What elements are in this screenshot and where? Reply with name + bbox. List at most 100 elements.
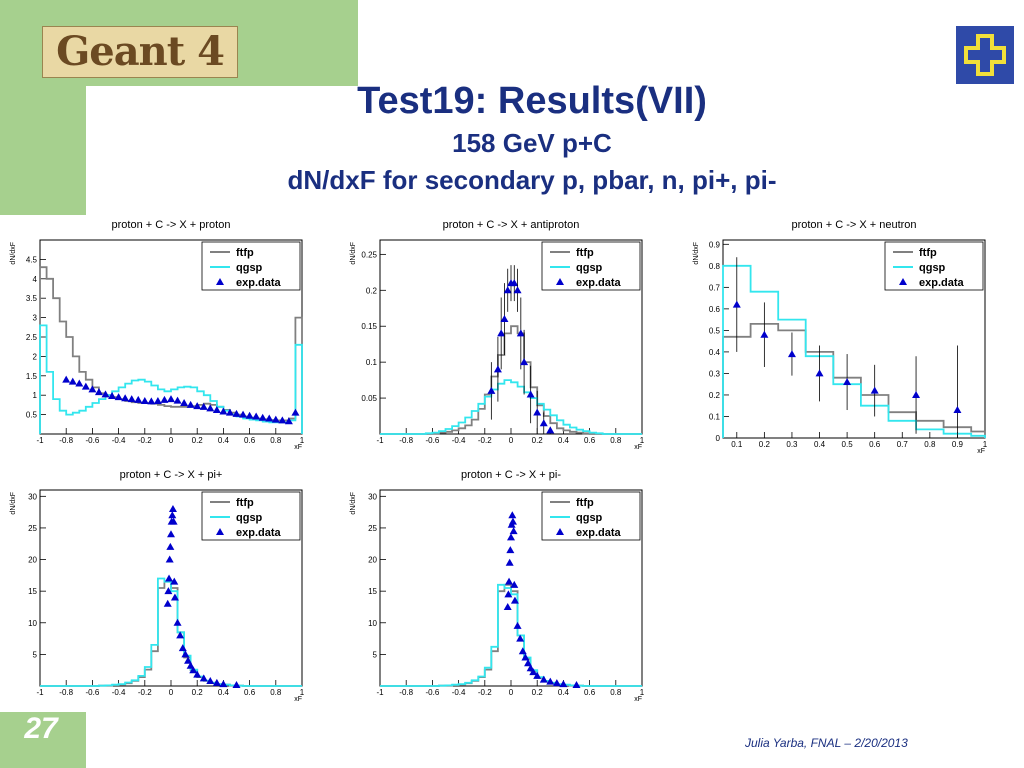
data-point bbox=[524, 659, 533, 667]
y-tick-label: 25 bbox=[28, 524, 37, 533]
data-point bbox=[510, 279, 519, 287]
data-point bbox=[219, 407, 228, 415]
x-tick-label: 0.6 bbox=[869, 440, 881, 449]
legend-label-qgsp: qgsp bbox=[236, 512, 263, 524]
page-number-band bbox=[0, 712, 86, 768]
x-tick-label: -1 bbox=[376, 688, 384, 697]
fermilab-logo-graphic bbox=[958, 28, 1012, 82]
data-point bbox=[521, 653, 530, 661]
data-point bbox=[291, 408, 300, 416]
x-tick-label: 0.8 bbox=[270, 436, 282, 445]
legend-label-ftfp: ftfp bbox=[236, 497, 254, 509]
y-tick-label: 3 bbox=[33, 314, 38, 323]
data-point bbox=[787, 350, 796, 358]
y-tick-label: 5 bbox=[33, 650, 38, 659]
y-tick-label: 0.25 bbox=[361, 250, 377, 259]
data-point bbox=[121, 394, 130, 402]
x-tick-label: 1 bbox=[640, 688, 645, 697]
y-tick-label: 0.5 bbox=[26, 411, 38, 420]
y-tick-label: 5 bbox=[373, 650, 378, 659]
data-point bbox=[572, 681, 581, 689]
x-tick-label: 0.2 bbox=[532, 436, 544, 445]
data-point bbox=[163, 599, 172, 607]
data-point bbox=[140, 397, 149, 405]
data-point bbox=[75, 379, 84, 387]
y-axis-label: dN/dxF bbox=[10, 492, 17, 515]
data-point bbox=[225, 408, 234, 416]
y-tick-label: 0.2 bbox=[366, 286, 378, 295]
x-axis-label: xF bbox=[294, 444, 302, 450]
legend-marker-exp.data bbox=[216, 278, 224, 285]
y-tick-label: 0.7 bbox=[709, 283, 721, 292]
data-point bbox=[219, 680, 228, 688]
y-tick-label: 2.5 bbox=[26, 333, 38, 342]
x-tick-label: -0.6 bbox=[86, 436, 100, 445]
x-tick-label: 0.3 bbox=[786, 440, 798, 449]
data-point bbox=[153, 397, 162, 405]
data-point bbox=[505, 558, 514, 566]
footer-author-date: Julia Yarba, FNAL – 2/20/2013 bbox=[745, 736, 908, 750]
data-point bbox=[284, 417, 293, 425]
data-point bbox=[186, 400, 195, 408]
plot-antiproton: proton + C -> X + antiproton -1 -0.8 -0.6 -0… bbox=[350, 219, 645, 450]
page-number: 27 bbox=[24, 712, 58, 745]
data-point bbox=[510, 596, 519, 604]
series-qgsp-line bbox=[40, 577, 302, 687]
y-tick-label: 15 bbox=[28, 587, 37, 596]
data-point bbox=[212, 678, 221, 686]
data-point bbox=[178, 644, 187, 652]
data-point bbox=[503, 602, 512, 610]
x-tick-label: -0.2 bbox=[478, 436, 492, 445]
x-tick-label: 0.7 bbox=[897, 440, 909, 449]
data-point bbox=[505, 577, 514, 585]
data-point bbox=[81, 382, 90, 390]
plot-neutron: proton + C -> X + neutron 0.1 0.2 0.3 0.4 0.5… bbox=[693, 219, 988, 454]
x-tick-label: -0.4 bbox=[112, 688, 126, 697]
chart-title: proton + C -> X + proton bbox=[112, 219, 231, 231]
plot-pi-plus: proton + C -> X + pi+ -1 -0.8 -0.6 -0.4 -0.2 0… bbox=[10, 469, 305, 702]
x-tick-label: 0.2 bbox=[192, 688, 204, 697]
y-tick-label: 0 bbox=[716, 434, 721, 443]
x-tick-label: 0.8 bbox=[270, 688, 282, 697]
data-point bbox=[265, 414, 274, 422]
legend-label-exp.data: exp.data bbox=[236, 277, 282, 289]
data-point bbox=[68, 377, 77, 385]
x-axis-label: xF bbox=[294, 696, 302, 702]
x-tick-label: 0.4 bbox=[558, 688, 570, 697]
data-point bbox=[500, 315, 509, 323]
y-tick-label: 0.05 bbox=[361, 394, 377, 403]
y-tick-label: 0.1 bbox=[366, 358, 378, 367]
legend-label-exp.data: exp.data bbox=[576, 527, 622, 539]
legend-label-ftfp: ftfp bbox=[919, 247, 937, 259]
data-point bbox=[94, 388, 103, 396]
x-tick-label: -1 bbox=[36, 688, 44, 697]
y-tick-label: 0.3 bbox=[709, 369, 721, 378]
data-point bbox=[199, 674, 208, 682]
x-tick-label: -0.2 bbox=[478, 688, 492, 697]
series-qgsp-line bbox=[380, 583, 642, 687]
y-tick-label: 10 bbox=[368, 619, 377, 628]
data-point bbox=[193, 670, 202, 678]
x-tick-label: -1 bbox=[36, 436, 44, 445]
data-point bbox=[559, 680, 568, 688]
x-tick-label: 0.2 bbox=[192, 436, 204, 445]
data-point bbox=[539, 675, 548, 683]
x-tick-label: -0.8 bbox=[59, 436, 73, 445]
y-tick-label: 0.4 bbox=[709, 348, 721, 357]
data-point bbox=[513, 621, 522, 629]
x-tick-label: 0.6 bbox=[584, 436, 596, 445]
geant4-logo: Geant 4 bbox=[42, 26, 238, 78]
x-tick-label: 1 bbox=[983, 440, 988, 449]
y-tick-label: 3.5 bbox=[26, 294, 38, 303]
data-point bbox=[168, 504, 177, 512]
data-point bbox=[912, 390, 921, 398]
x-tick-label: 0.2 bbox=[532, 688, 544, 697]
legend-label-exp.data: exp.data bbox=[576, 277, 622, 289]
chart-title: proton + C -> X + antiproton bbox=[443, 219, 580, 231]
y-tick-label: 25 bbox=[368, 524, 377, 533]
y-axis-label: dN/dxF bbox=[693, 242, 700, 265]
x-tick-label: 1 bbox=[300, 688, 305, 697]
x-tick-label: -0.8 bbox=[399, 436, 413, 445]
data-point bbox=[134, 395, 143, 403]
data-point bbox=[533, 408, 542, 416]
